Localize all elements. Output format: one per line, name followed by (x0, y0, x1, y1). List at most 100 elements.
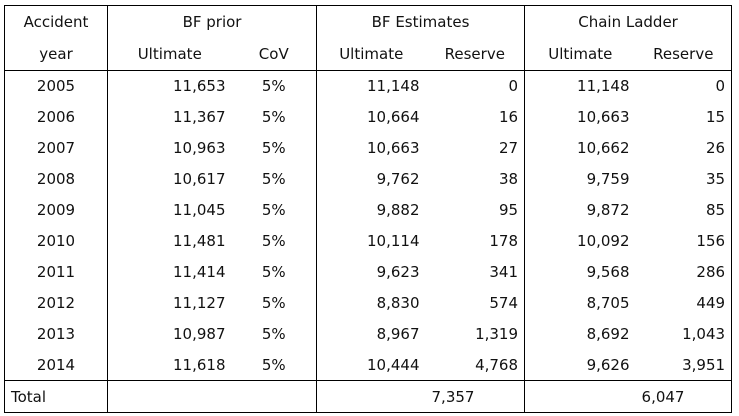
cell-bf-prior-ultimate: 11,045 (173, 201, 226, 219)
cell-year: 2011 (4, 256, 108, 288)
cell-bf-reserve: 574 (425, 287, 526, 319)
cell-bf-ultimate: 8,830 (376, 293, 420, 312)
cell-bf-prior-ultimate: 11,414 (173, 262, 226, 281)
cell-year: 2012 (4, 287, 108, 319)
cell-cov: 5% (231, 70, 318, 102)
cell-bf-reserve: 27 (425, 132, 526, 164)
cell-cov: 5% (231, 318, 318, 350)
table-row: 2013 10,987 5% 8,967 1,319 8,692 1,043 (4, 318, 733, 350)
cell-year: 2013 (4, 318, 108, 350)
cell-bf-ultimate: 9,623 (376, 262, 420, 281)
cell-cl-reserve: 26 (635, 132, 733, 164)
table-row: 2008 10,617 5% 9,762 38 9,759 35 (4, 163, 733, 195)
total-bf-reserve: 7,357 (425, 380, 526, 413)
cell-cl-ultimate: 9,872 (586, 201, 630, 219)
cell-cl-ultimate: 10,092 (577, 231, 630, 250)
header-cov: CoV (231, 38, 318, 71)
cell-bf-reserve: 1,319 (425, 318, 526, 350)
header-row-columns: year Ultimate CoV Ultimate Reserve Ultim… (4, 38, 733, 71)
cell-cl-ultimate: 9,568 (586, 262, 630, 281)
cell-cov: 5% (231, 132, 318, 164)
cell-bf-ultimate: 9,762 (376, 170, 420, 189)
cell-bf-ultimate: 11,148 (367, 77, 420, 96)
cell-bf-prior-ultimate: 11,653 (173, 77, 226, 96)
cell-bf-ultimate: 8,967 (376, 324, 420, 343)
cell-year: 2005 (4, 70, 108, 102)
header-bf-reserve: Reserve (425, 38, 526, 71)
table-row: 2005 11,653 5% 11,148 0 11,148 0 (4, 70, 733, 102)
header-row-groups: Accident BF prior BF Estimates Chain Lad… (4, 4, 733, 39)
header-year: year (4, 38, 108, 71)
cell-cl-reserve: 0 (635, 70, 733, 102)
reserve-comparison-table: Accident BF prior BF Estimates Chain Lad… (4, 4, 733, 413)
cell-cl-reserve: 85 (635, 194, 733, 226)
cell-bf-reserve: 341 (425, 256, 526, 288)
cell-bf-reserve: 95 (425, 194, 526, 226)
header-bf-estimates: BF Estimates (316, 4, 526, 39)
cell-bf-reserve: 178 (425, 225, 526, 257)
cell-bf-ultimate: 10,114 (367, 231, 420, 250)
cell-cov: 5% (231, 349, 318, 381)
cell-cl-ultimate: 8,705 (586, 293, 630, 312)
cell-cl-ultimate: 9,759 (586, 170, 630, 189)
header-bf-ultimate: Ultimate (316, 38, 426, 71)
cell-cl-reserve: 156 (635, 225, 733, 257)
cell-year: 2008 (4, 163, 108, 195)
cell-cov: 5% (231, 163, 318, 195)
cell-bf-ultimate: 9,882 (376, 201, 420, 219)
header-chain-ladder: Chain Ladder (524, 4, 733, 39)
cell-bf-reserve: 16 (425, 101, 526, 133)
table-row: 2006 11,367 5% 10,664 16 10,663 15 (4, 101, 733, 133)
cell-bf-prior-ultimate: 11,367 (173, 108, 226, 127)
cell-cl-reserve: 35 (635, 163, 733, 195)
table-row: 2012 11,127 5% 8,830 574 8,705 449 (4, 287, 733, 319)
header-accident: Accident (4, 4, 108, 39)
cell-cov: 5% (231, 194, 318, 226)
cell-cl-reserve: 3,951 (635, 349, 733, 381)
table-row: 2014 11,618 5% 10,444 4,768 9,626 3,951 (4, 349, 733, 381)
table-row: 2007 10,963 5% 10,663 27 10,662 26 (4, 132, 733, 164)
cell-bf-prior-ultimate: 10,987 (173, 324, 226, 343)
cell-year: 2009 (4, 194, 108, 226)
cell-bf-reserve: 38 (425, 163, 526, 195)
header-bf-prior-ultimate: Ultimate (107, 38, 232, 71)
cell-cov: 5% (231, 287, 318, 319)
header-bf-prior: BF prior (107, 4, 318, 39)
cell-bf-prior-ultimate: 11,618 (173, 355, 226, 374)
cell-cov: 5% (231, 101, 318, 133)
total-row: Total 7,357 6,047 (4, 380, 733, 413)
total-empty-bf-ultimate (316, 380, 426, 413)
cell-cov: 5% (231, 256, 318, 288)
cell-bf-reserve: 0 (425, 70, 526, 102)
cell-bf-prior-ultimate: 11,127 (173, 293, 226, 312)
table-row: 2010 11,481 5% 10,114 178 10,092 156 (4, 225, 733, 257)
cell-cl-ultimate: 11,148 (577, 77, 630, 96)
cell-bf-ultimate: 10,664 (367, 108, 420, 127)
table-row: 2011 11,414 5% 9,623 341 9,568 286 (4, 256, 733, 288)
cell-bf-ultimate: 10,444 (367, 355, 420, 374)
total-label: Total (4, 380, 108, 413)
cell-year: 2007 (4, 132, 108, 164)
cell-year: 2010 (4, 225, 108, 257)
cell-cl-reserve: 286 (635, 256, 733, 288)
cell-bf-ultimate: 10,663 (367, 139, 420, 158)
cell-cl-ultimate: 8,692 (586, 324, 630, 343)
cell-year: 2006 (4, 101, 108, 133)
table-row: 2009 11,045 5% 9,882 95 9,872 85 (4, 194, 733, 226)
cell-bf-reserve: 4,768 (425, 349, 526, 381)
cell-cl-ultimate: 9,626 (586, 355, 630, 374)
total-empty-bf-prior (107, 380, 318, 413)
cell-bf-prior-ultimate: 11,481 (173, 231, 226, 250)
header-cl-ultimate: Ultimate (524, 38, 636, 71)
total-empty-cl-ultimate (524, 380, 636, 413)
total-cl-reserve: 6,047 (635, 380, 733, 413)
cell-year: 2014 (4, 349, 108, 381)
cell-cov: 5% (231, 225, 318, 257)
cell-cl-reserve: 15 (635, 101, 733, 133)
cell-cl-ultimate: 10,663 (577, 108, 630, 127)
cell-cl-reserve: 449 (635, 287, 733, 319)
header-cl-reserve: Reserve (635, 38, 733, 71)
cell-bf-prior-ultimate: 10,963 (173, 139, 226, 158)
cell-cl-reserve: 1,043 (635, 318, 733, 350)
